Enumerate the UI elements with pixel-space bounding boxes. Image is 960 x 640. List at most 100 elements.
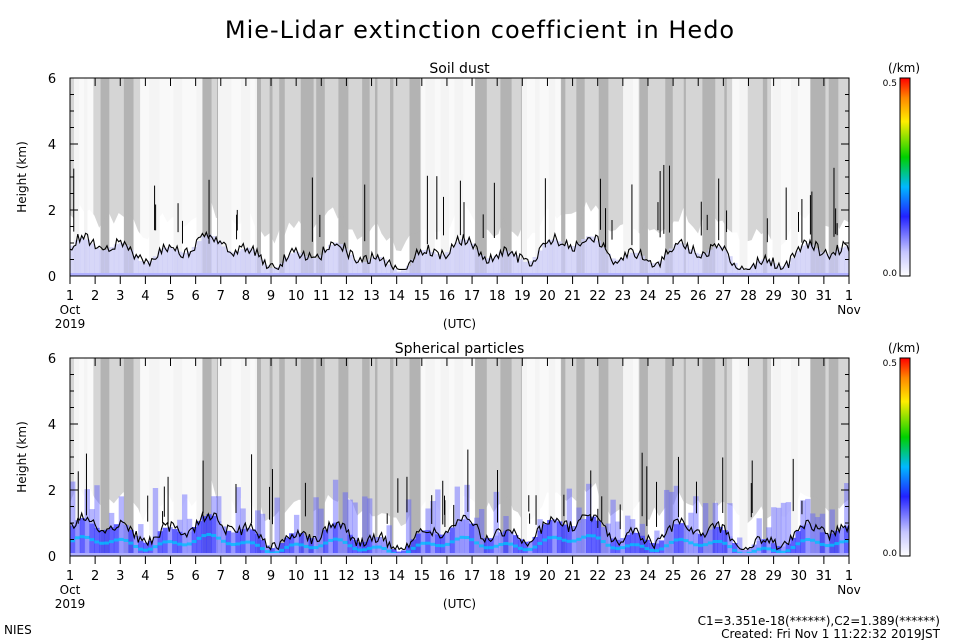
aerosol-shade bbox=[420, 250, 426, 276]
aerosol-shade bbox=[133, 255, 139, 276]
aerosol-shade bbox=[668, 248, 675, 276]
aerosol-core bbox=[766, 547, 772, 551]
x-start-year: 2019 bbox=[55, 317, 86, 331]
aerosol-plume bbox=[240, 508, 246, 530]
aerosol-shade bbox=[474, 249, 480, 276]
aerosol-core bbox=[94, 540, 100, 544]
aerosol-plume bbox=[186, 518, 193, 532]
aerosol-shade bbox=[834, 250, 840, 276]
aerosol-core bbox=[152, 545, 159, 549]
aerosol-plume bbox=[663, 489, 670, 535]
x-tick-label: 16 bbox=[439, 289, 456, 304]
x-tick-label: 5 bbox=[166, 569, 174, 584]
aerosol-shade bbox=[771, 263, 777, 276]
x-tick-label: 15 bbox=[414, 569, 431, 584]
aerosol-shade bbox=[405, 265, 412, 276]
aerosol-plume bbox=[342, 492, 349, 529]
aerosol-plume bbox=[844, 483, 850, 527]
aerosol-plume bbox=[727, 503, 733, 537]
aerosol-plume bbox=[775, 507, 782, 546]
aerosol-core bbox=[284, 545, 290, 549]
aerosol-shade bbox=[756, 260, 762, 276]
aerosol-shade bbox=[605, 253, 611, 276]
aerosol-shade bbox=[751, 264, 757, 276]
aerosol-plume bbox=[737, 537, 743, 549]
aerosol-plume bbox=[712, 502, 719, 527]
colorbar-unit: (/km) bbox=[888, 61, 920, 75]
aerosol-shade bbox=[152, 256, 159, 276]
x-tick-label: 29 bbox=[765, 289, 782, 304]
aerosol-shade bbox=[610, 258, 616, 276]
aerosol-core bbox=[425, 541, 431, 545]
aerosol-core bbox=[366, 546, 373, 550]
aerosol-shade bbox=[245, 247, 251, 276]
aerosol-shade bbox=[683, 245, 689, 276]
aerosol-shade bbox=[191, 246, 198, 276]
aerosol-core bbox=[795, 542, 801, 546]
aerosol-shade bbox=[561, 244, 568, 276]
aerosol-core bbox=[576, 537, 582, 541]
aerosol-plume bbox=[780, 502, 787, 547]
aerosol-shade bbox=[449, 247, 456, 276]
aerosol-plume bbox=[177, 519, 183, 532]
aerosol-core bbox=[649, 548, 655, 552]
clear-period bbox=[218, 78, 257, 276]
aerosol-shade bbox=[220, 246, 227, 276]
aerosol-core bbox=[196, 536, 202, 540]
aerosol-shade bbox=[444, 252, 451, 276]
aerosol-shade bbox=[206, 234, 212, 276]
aerosol-core bbox=[732, 548, 738, 552]
aerosol-plume bbox=[566, 488, 572, 527]
aerosol-shade bbox=[366, 259, 373, 276]
aerosol-shade bbox=[663, 254, 670, 276]
aerosol-shade bbox=[235, 251, 241, 276]
aerosol-core bbox=[420, 541, 426, 545]
aerosol-core bbox=[771, 548, 777, 552]
x-tick-label: 1 bbox=[66, 289, 74, 304]
aerosol-plume bbox=[464, 484, 470, 520]
aerosol-shade bbox=[298, 253, 305, 276]
x-tick-label: 27 bbox=[715, 289, 732, 304]
aerosol-plume bbox=[235, 487, 241, 532]
aerosol-core bbox=[469, 538, 475, 542]
aerosol-shade bbox=[556, 241, 563, 276]
x-tick-label: 9 bbox=[267, 569, 275, 584]
aerosol-shade bbox=[274, 267, 280, 276]
x-tick-label: 2 bbox=[91, 569, 99, 584]
x-tick-label: 18 bbox=[489, 289, 506, 304]
aerosol-core bbox=[844, 539, 850, 543]
aerosol-core bbox=[605, 543, 611, 547]
aerosol-shade bbox=[737, 268, 743, 276]
x-tick-label: 12 bbox=[338, 569, 355, 584]
aerosol-core bbox=[751, 549, 757, 553]
aerosol-core bbox=[668, 540, 675, 544]
aerosol-shade bbox=[201, 236, 207, 276]
aerosol-shade bbox=[727, 256, 733, 276]
clear-period bbox=[732, 358, 748, 556]
x-end-month: Nov bbox=[837, 583, 860, 597]
x-tick-label: 4 bbox=[141, 569, 149, 584]
aerosol-shade bbox=[196, 241, 202, 276]
aerosol-shade bbox=[157, 251, 164, 276]
aerosol-shade bbox=[600, 247, 607, 276]
aerosol-core bbox=[454, 537, 460, 541]
x-tick-label: 26 bbox=[690, 289, 707, 304]
aerosol-core bbox=[128, 541, 134, 545]
aerosol-core bbox=[376, 545, 383, 549]
aerosol-shade bbox=[469, 243, 475, 276]
aerosol-shade bbox=[128, 249, 134, 276]
aerosol-core bbox=[707, 541, 714, 545]
aerosol-plume bbox=[313, 497, 319, 538]
aerosol-shade bbox=[376, 256, 383, 276]
aerosol-plume bbox=[673, 485, 680, 525]
aerosol-core bbox=[220, 539, 227, 543]
x-tick-label: 8 bbox=[242, 289, 250, 304]
aerosol-core bbox=[328, 538, 334, 542]
x-tick-label: 31 bbox=[816, 289, 833, 304]
aerosol-shade bbox=[478, 255, 485, 276]
aerosol-core bbox=[435, 544, 441, 548]
clear-period bbox=[732, 78, 748, 276]
aerosol-core bbox=[235, 542, 241, 546]
aerosol-plume bbox=[654, 530, 660, 544]
aerosol-core bbox=[308, 546, 314, 550]
